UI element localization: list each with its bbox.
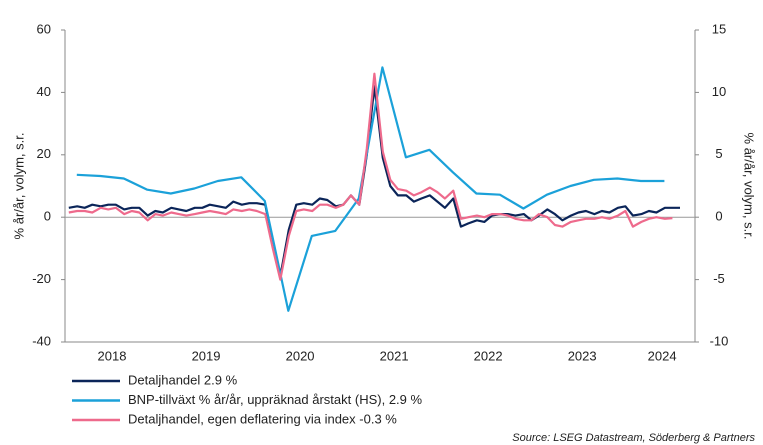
legend-label: Detaljhandel, egen deflatering via index… xyxy=(128,411,397,426)
y2-tick-label: -10 xyxy=(710,333,729,348)
x-tick-label: 2024 xyxy=(648,348,677,363)
x-tick-label: 2019 xyxy=(192,348,221,363)
legend-label: Detaljhandel 2.9 % xyxy=(128,372,238,387)
y-tick-label: 40 xyxy=(37,84,51,99)
y-axis-label: % år/år, volym, s.r. xyxy=(11,133,26,240)
series-line xyxy=(68,85,680,278)
x-tick-label: 2020 xyxy=(286,348,315,363)
series-line xyxy=(76,66,665,312)
y2-tick-label: 15 xyxy=(712,21,726,36)
x-tick-label: 2023 xyxy=(568,348,597,363)
y2-tick-label: 5 xyxy=(715,146,722,161)
y-tick-label: 60 xyxy=(37,21,51,36)
x-tick-label: 2022 xyxy=(474,348,503,363)
y2-axis-label: % år/år, volym, s.r. xyxy=(742,133,757,240)
y2-tick-label: -5 xyxy=(713,271,725,286)
y2-tick-label: 0 xyxy=(715,209,722,224)
y-tick-label: -20 xyxy=(32,271,51,286)
y2-tick-label: 10 xyxy=(712,84,726,99)
y-tick-label: -40 xyxy=(32,333,51,348)
series-line xyxy=(68,72,673,281)
source: Source: LSEG Datastream, Söderberg & Par… xyxy=(512,432,755,444)
x-tick-label: 2018 xyxy=(98,348,127,363)
y-tick-label: 0 xyxy=(44,209,51,224)
x-tick-label: 2021 xyxy=(380,348,409,363)
legend-label: BNP-tillväxt % år/år, uppräknad årstakt … xyxy=(128,392,422,407)
y-tick-label: 20 xyxy=(37,146,51,161)
